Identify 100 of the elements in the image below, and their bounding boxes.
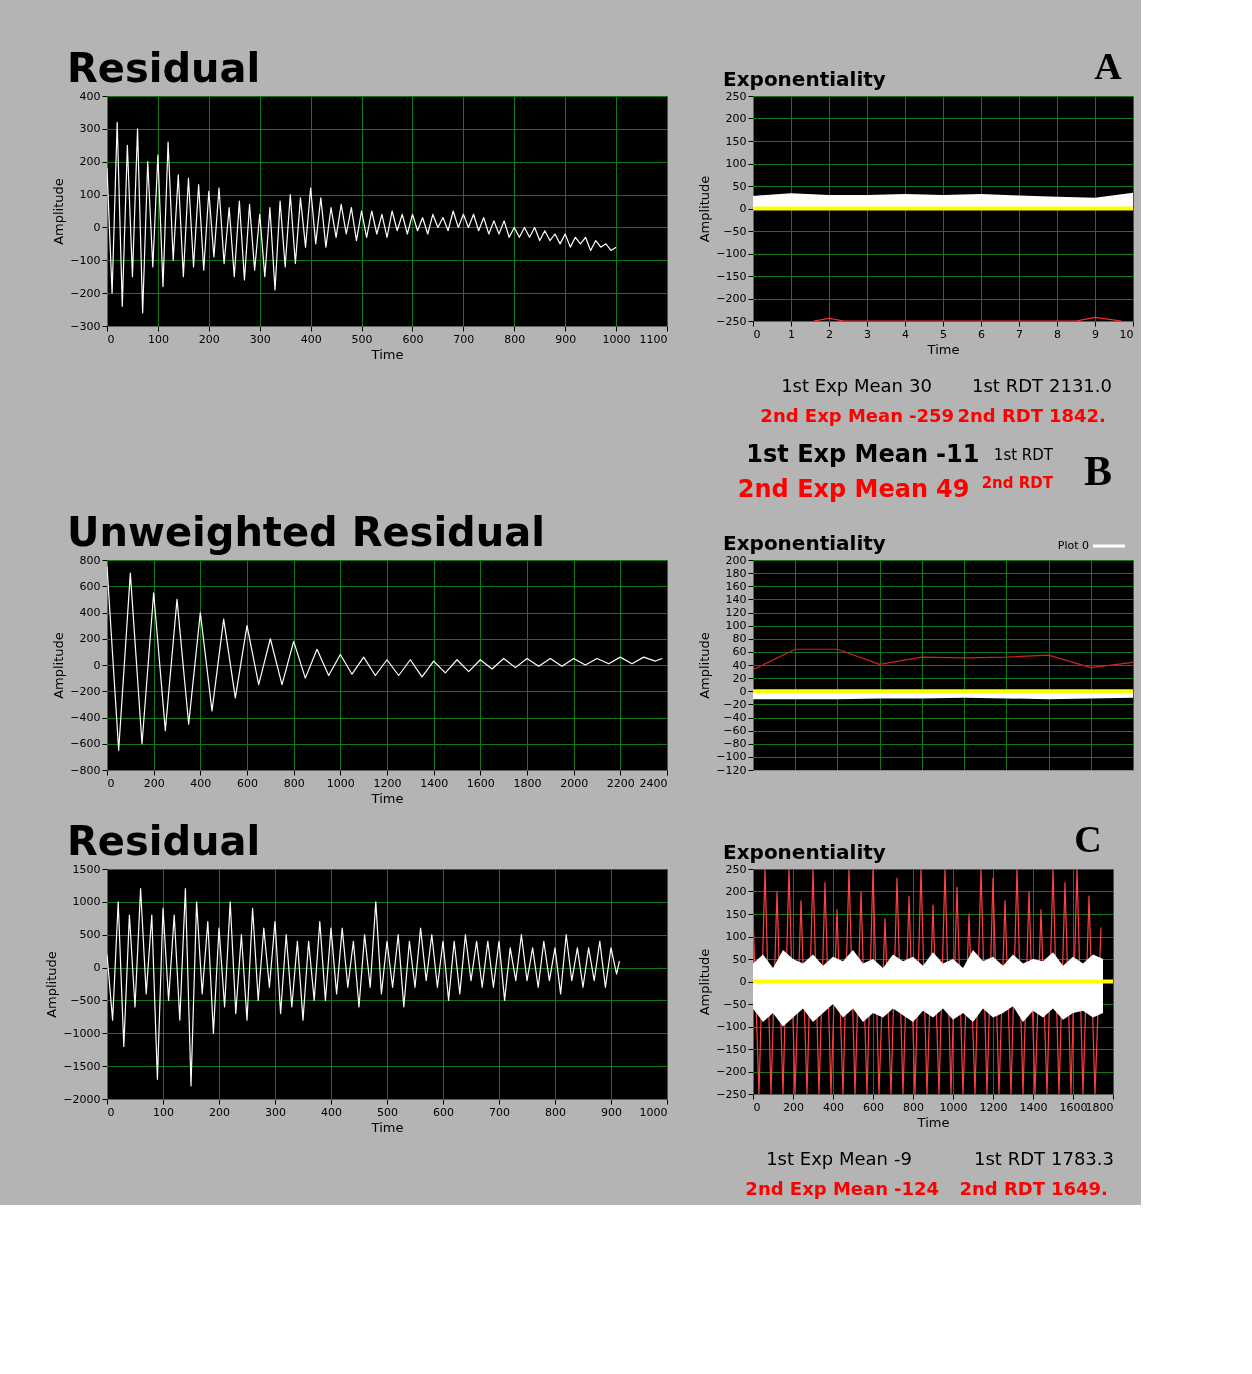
x-tick-label: 1000 (602, 332, 631, 346)
x-tick-label: 800 (545, 1105, 566, 1119)
x-tick-label: 600 (237, 776, 258, 790)
x-tick-label: 5 (940, 327, 947, 341)
y-axis-title: Amplitude (44, 951, 60, 1018)
y-tick-label: 40 (732, 658, 747, 672)
text: 2131.0 (1049, 375, 1112, 396)
x-tick-label: 1200 (979, 1100, 1008, 1114)
text: 30 (909, 375, 932, 396)
y-axis-title: Amplitude (697, 948, 713, 1016)
y-tick-label: 600 (79, 579, 101, 593)
y-tick-label: −120 (716, 763, 747, 777)
x-tick-label: 800 (903, 1100, 924, 1114)
text: 2nd Exp Mean (745, 1178, 888, 1199)
text: 1st RDT (974, 1148, 1046, 1169)
y-tick-label: 150 (725, 134, 747, 148)
text: 2nd Exp Mean (760, 405, 903, 426)
y-tick-label: 140 (725, 592, 747, 606)
x-tick-label: 200 (143, 776, 165, 790)
text: 1st RDT (993, 446, 1054, 464)
x-axis-title: Time (370, 346, 404, 362)
y-tick-label: 160 (725, 579, 747, 593)
y-axis-title: Amplitude (51, 178, 67, 245)
y-tick-label: −150 (716, 269, 747, 283)
y-tick-label: −100 (716, 750, 747, 764)
y-tick-label: −300 (70, 319, 101, 333)
x-tick-label: 1600 (1059, 1100, 1088, 1114)
y-tick-label: 250 (725, 89, 747, 103)
text: 49 (936, 475, 970, 503)
x-tick-label: 6 (978, 327, 985, 341)
text: -11 (936, 440, 980, 468)
y-tick-label: 0 (739, 202, 747, 215)
y-tick-label: −50 (723, 224, 747, 238)
x-tick-label: 1100 (639, 332, 668, 346)
y-tick-label: −250 (716, 1087, 747, 1101)
text: C (1074, 818, 1102, 860)
chart-title: Exponentiality (723, 840, 886, 864)
x-tick-label: 400 (300, 332, 322, 346)
x-tick-label: 1000 (326, 776, 355, 790)
x-tick-label: 1800 (513, 776, 542, 790)
y-tick-label: −100 (716, 247, 747, 260)
x-tick-label: 1 (788, 327, 795, 341)
x-axis-title: Time (370, 790, 404, 806)
y-tick-label: −2000 (63, 1092, 101, 1106)
y-tick-label: 0 (739, 975, 747, 988)
x-tick-label: 1600 (466, 776, 495, 790)
y-tick-label: −100 (716, 1020, 747, 1033)
text: 1842. (1049, 405, 1106, 426)
x-tick-label: 500 (377, 1105, 398, 1119)
y-tick-label: 400 (79, 89, 101, 103)
text: 1st RDT (972, 375, 1044, 396)
y-tick-label: 200 (725, 112, 747, 125)
x-tick-label: 1000 (639, 1105, 668, 1119)
text: 1783.3 (1051, 1148, 1114, 1169)
x-tick-label: 1000 (939, 1100, 968, 1114)
y-tick-label: 100 (725, 619, 747, 633)
x-tick-label: 100 (153, 1105, 174, 1119)
x-tick-label: 2200 (606, 776, 635, 790)
x-tick-label: 2 (826, 327, 833, 341)
y-tick-label: 0 (93, 961, 101, 975)
y-tick-label: −60 (723, 724, 747, 738)
y-tick-label: 200 (79, 632, 101, 646)
text: -124 (894, 1178, 940, 1199)
y-tick-label: 200 (725, 553, 747, 567)
y-tick-label: −40 (723, 711, 747, 724)
y-tick-label: 200 (79, 155, 101, 169)
y-tick-label: 500 (79, 928, 101, 942)
x-tick-label: 1200 (373, 776, 402, 790)
x-tick-label: 0 (753, 327, 761, 341)
y-tick-label: −200 (716, 292, 747, 305)
text: 1649. (1051, 1178, 1108, 1199)
x-tick-label: 200 (783, 1100, 804, 1114)
y-tick-label: 200 (725, 885, 747, 898)
y-tick-label: 250 (725, 862, 747, 876)
y-tick-label: −500 (70, 993, 101, 1007)
y-tick-label: −200 (716, 1065, 747, 1078)
x-tick-label: 100 (147, 332, 169, 346)
x-tick-label: 800 (283, 776, 305, 790)
y-tick-label: −1500 (63, 1059, 101, 1073)
x-tick-label: 600 (402, 332, 424, 346)
x-tick-label: 2000 (560, 776, 589, 790)
x-tick-label: 900 (601, 1105, 622, 1119)
y-tick-label: 1000 (72, 895, 101, 909)
x-tick-label: 2400 (639, 776, 668, 790)
y-tick-label: −20 (723, 697, 747, 711)
chart-title: Residual (67, 45, 261, 91)
y-tick-label: 20 (732, 671, 747, 685)
x-tick-label: 400 (321, 1105, 342, 1119)
y-tick-label: −800 (70, 763, 101, 777)
text: A (1094, 45, 1123, 87)
x-tick-label: 8 (1054, 327, 1061, 341)
text: 2nd RDT (981, 474, 1054, 492)
x-tick-label: 600 (863, 1100, 884, 1114)
y-tick-label: −200 (70, 286, 101, 300)
y-axis-title: Amplitude (51, 632, 67, 699)
text: 1st Exp Mean (781, 375, 903, 396)
y-tick-label: 100 (725, 157, 747, 170)
x-tick-label: 1800 (1085, 1100, 1114, 1114)
x-axis-title: Time (916, 1114, 950, 1130)
x-tick-label: 500 (351, 332, 373, 346)
